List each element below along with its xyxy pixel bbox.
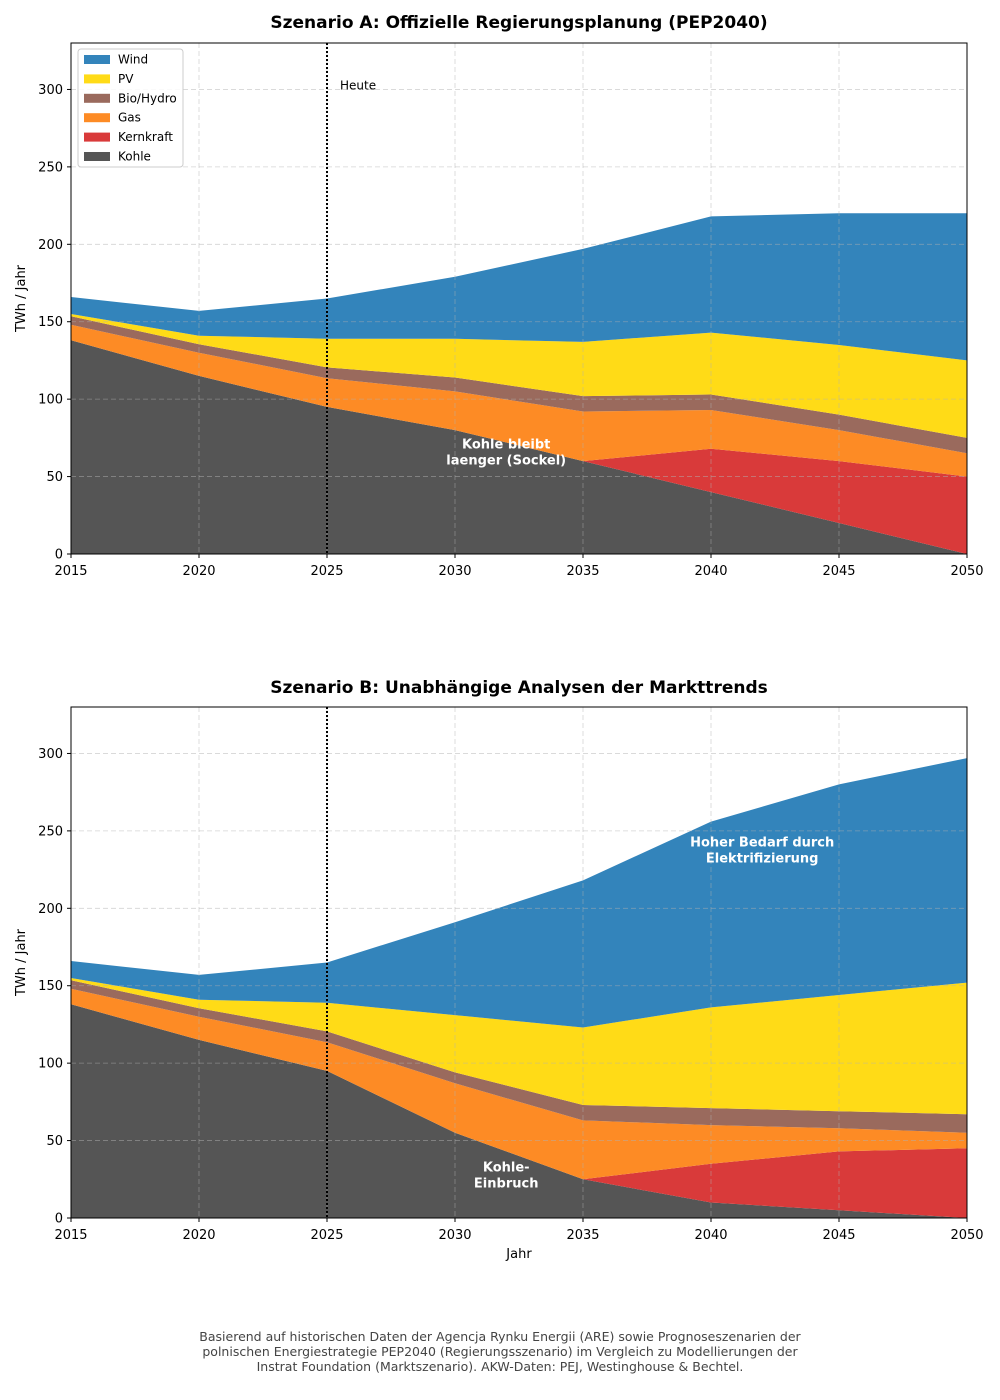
source-footnote: Basierend auf historischen Daten der Age… — [150, 1329, 850, 1374]
legend-label: Wind — [118, 53, 148, 67]
footnote-line: Basierend auf historischen Daten der Age… — [199, 1329, 801, 1344]
x-axis-label: Jahr — [505, 1247, 532, 1262]
x-tick-label: 2040 — [694, 564, 727, 579]
annotation-line: Einbruch — [474, 1177, 539, 1192]
y-tick-label: 300 — [38, 83, 63, 98]
legend-label: PV — [118, 72, 134, 86]
x-tick-label: 2025 — [310, 564, 343, 579]
area-bio-hydro — [71, 980, 967, 1133]
y-tick-label: 0 — [55, 1212, 63, 1227]
area-pv — [71, 978, 967, 1115]
today-label: Heute — [340, 78, 376, 92]
area-pv — [71, 314, 967, 438]
annotation: Kohle-Einbruch — [474, 1161, 539, 1192]
y-tick-label: 200 — [38, 902, 63, 917]
y-tick-label: 100 — [38, 1057, 63, 1072]
chart-title: Szenario A: Offizielle Regierungsplanung… — [270, 13, 767, 33]
x-tick-label: 2020 — [182, 564, 215, 579]
annotation-line: Kohle- — [483, 1161, 530, 1176]
legend-swatch — [84, 113, 110, 123]
y-axis-label: TWh / Jahr — [14, 264, 29, 333]
x-tick-label: 2050 — [950, 1228, 983, 1243]
y-tick-label: 150 — [38, 315, 63, 330]
x-tick-label: 2045 — [822, 564, 855, 579]
y-tick-label: 100 — [38, 393, 63, 408]
legend-swatch — [84, 93, 110, 103]
area-gas — [71, 324, 967, 477]
legend-swatch — [84, 74, 110, 84]
area-wind — [71, 758, 967, 1028]
y-axis-label: TWh / Jahr — [14, 928, 29, 997]
legend-swatch — [84, 152, 110, 161]
y-tick-label: 150 — [38, 979, 63, 994]
legend-label: Kernkraft — [118, 130, 173, 144]
legend-label: Kohle — [118, 150, 151, 164]
y-tick-label: 250 — [38, 160, 63, 175]
annotation-line: laenger (Sockel) — [446, 454, 566, 469]
annotation: Kohle bleibt laenger (Sockel) — [446, 438, 566, 469]
legend: Wind PV Bio/Hydro Gas Kernkraft Kohle — [77, 48, 184, 168]
y-tick-label: 50 — [46, 1134, 63, 1149]
annotation-line: Kohle bleibt — [462, 438, 550, 453]
annotation-line: Elektrifizierung — [706, 851, 819, 866]
footnote-line: Instrat Foundation (Marktszenario). AKW-… — [256, 1359, 744, 1374]
legend-swatch — [84, 132, 110, 142]
area-kohle — [71, 340, 967, 554]
axes-frame — [70, 706, 968, 1219]
x-tick-label: 2030 — [438, 564, 471, 579]
y-tick-label: 300 — [38, 747, 63, 762]
y-tick-label: 250 — [38, 824, 63, 839]
x-tick-label: 2015 — [54, 564, 87, 579]
area-kohle — [71, 1004, 967, 1218]
axes-frame — [70, 42, 968, 555]
x-tick-label: 2030 — [438, 1228, 471, 1243]
chart-panel-a: Szenario A: Offizielle Regierungsplanung… — [14, 13, 984, 579]
x-tick-label: 2035 — [566, 1228, 599, 1243]
y-tick-label: 0 — [55, 548, 63, 563]
chart-title: Szenario B: Unabhängige Analysen der Mar… — [270, 678, 768, 698]
legend-label: Bio/Hydro — [118, 91, 177, 105]
annotation: Hoher Bedarf durch Elektrifizierung — [690, 835, 834, 866]
x-tick-label: 2015 — [54, 1228, 87, 1243]
legend-swatch — [84, 55, 110, 64]
x-tick-label: 2050 — [950, 564, 983, 579]
legend-label: Gas — [118, 111, 141, 125]
x-tick-label: 2035 — [566, 564, 599, 579]
area-wind — [71, 213, 967, 361]
chart-panel-b: Szenario B: Unabhängige Analysen der Mar… — [14, 678, 984, 1262]
x-tick-label: 2020 — [182, 1228, 215, 1243]
area-gas — [71, 988, 967, 1180]
y-tick-label: 200 — [38, 238, 63, 253]
y-tick-label: 50 — [46, 470, 63, 485]
x-tick-label: 2045 — [822, 1228, 855, 1243]
area-kernkraft — [71, 1004, 967, 1218]
x-tick-label: 2025 — [310, 1228, 343, 1243]
footnote-line: polnischen Energiestrategie PEP2040 (Reg… — [202, 1344, 798, 1359]
annotation-line: Hoher Bedarf durch — [690, 835, 834, 850]
x-tick-label: 2040 — [694, 1228, 727, 1243]
